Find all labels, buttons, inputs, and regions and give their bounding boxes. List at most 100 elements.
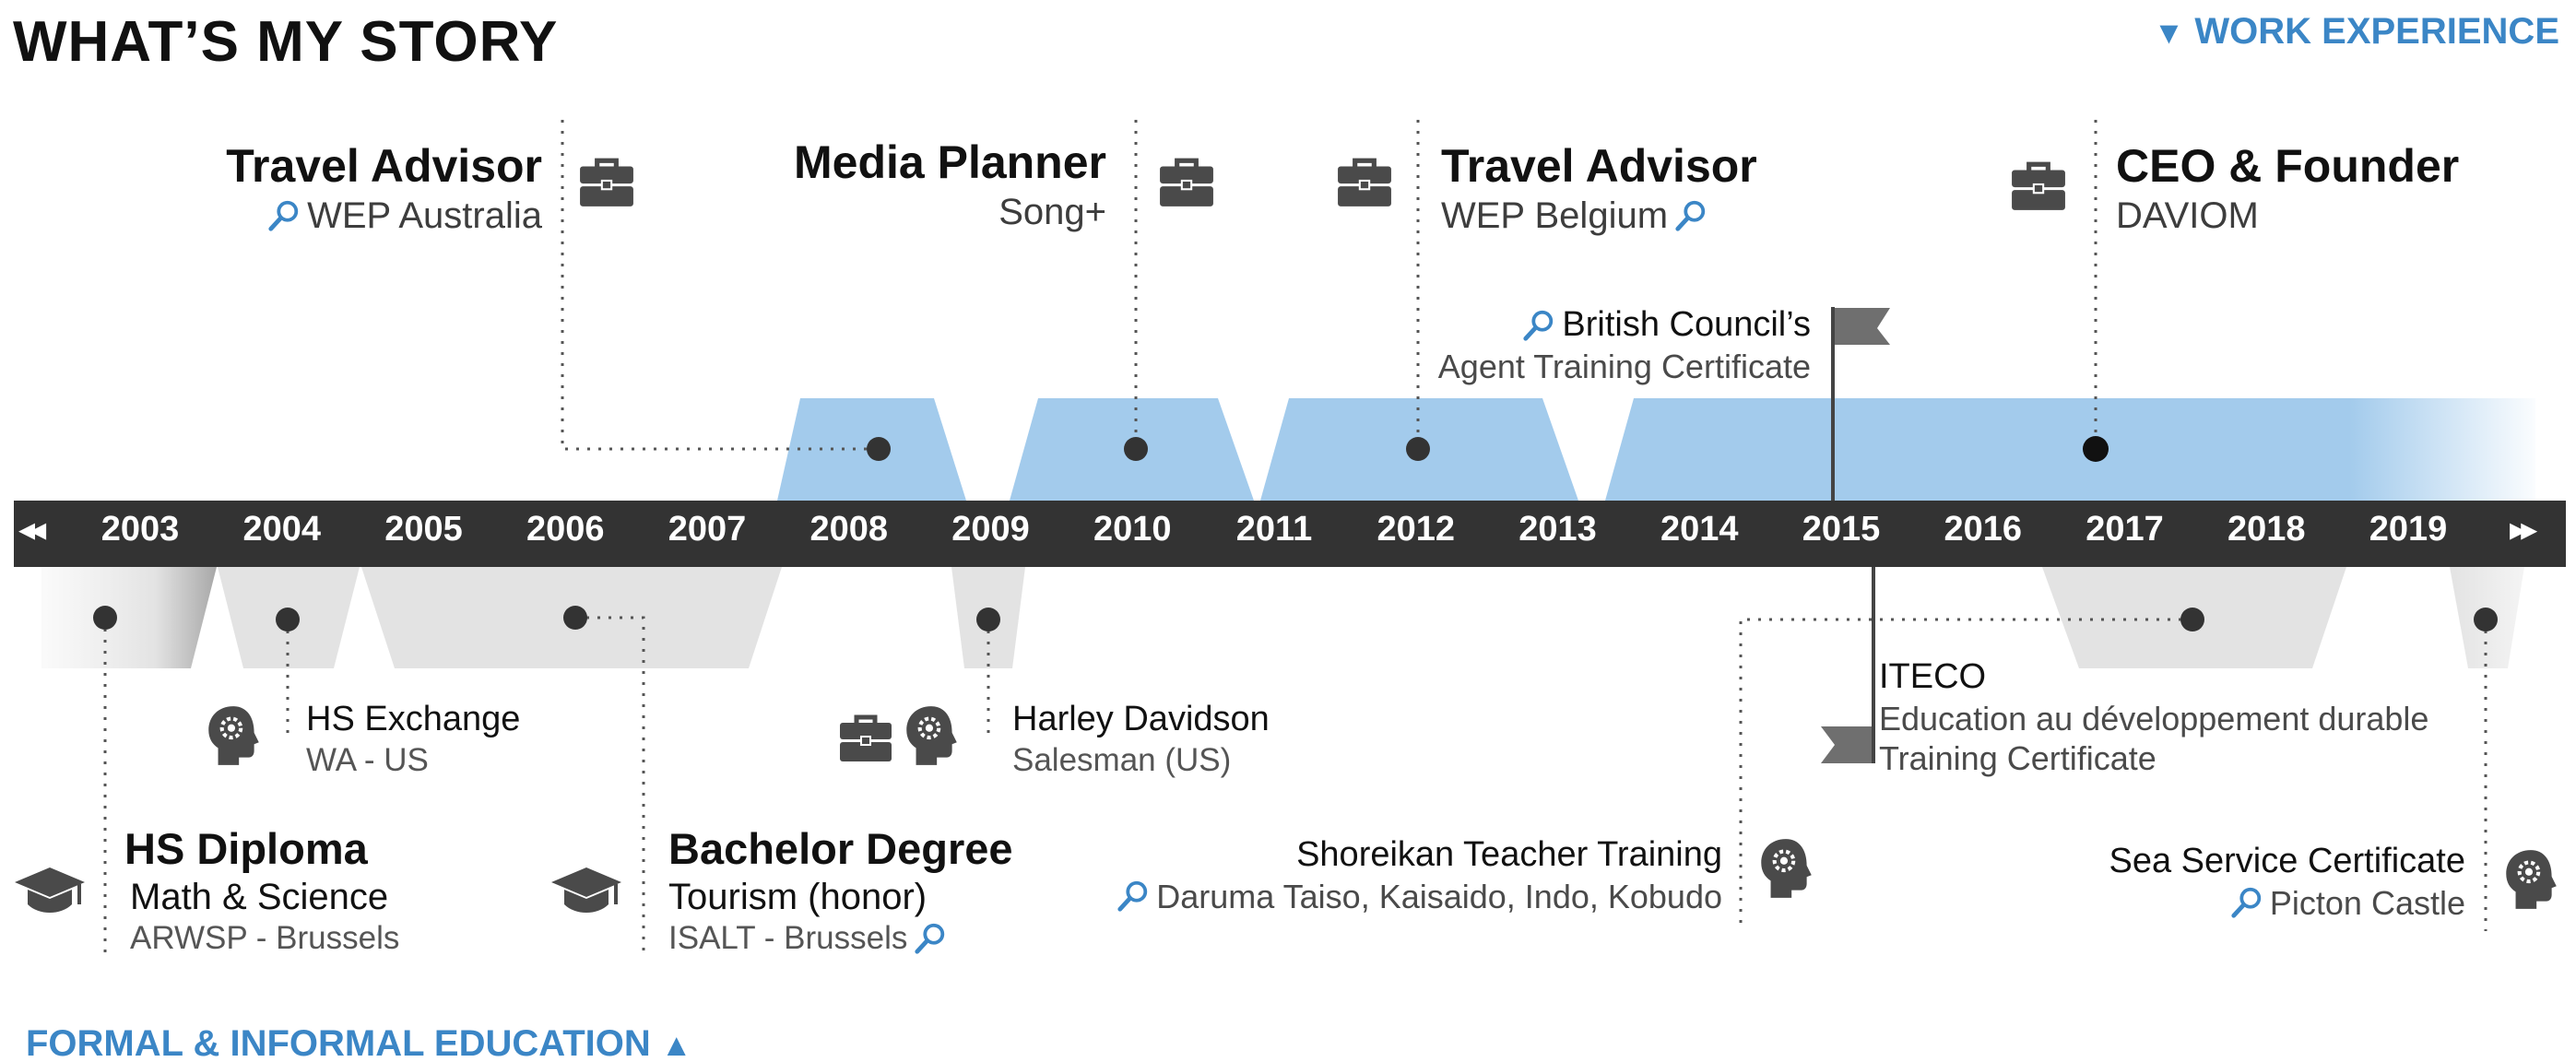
year-label: 2013: [1518, 510, 1597, 549]
education-hs-diploma: HS Diploma Math & Science ARWSP - Brusse…: [124, 823, 399, 958]
education-period-hs-diploma[interactable]: [41, 567, 217, 668]
milestone-dot-daviom[interactable]: [2083, 436, 2109, 462]
year-label: 2016: [1944, 510, 2023, 549]
year-label: 2011: [1235, 510, 1313, 549]
education-title: Sea Service Certificate: [2109, 842, 2466, 880]
education-toggle[interactable]: FORMAL & INFORMAL EDUCATION ▲: [26, 1023, 692, 1062]
search-icon[interactable]: [266, 198, 301, 233]
certificate-detail: Education au développement durable: [1879, 699, 2429, 738]
briefcase-icon: [580, 158, 633, 206]
job-title: Travel Advisor: [226, 140, 542, 192]
job-title: Media Planner: [794, 136, 1106, 188]
certificate-name: Training Certificate: [1879, 738, 2157, 777]
education-place: ISALT - Brussels: [668, 920, 908, 957]
milestone-dot-song-plus[interactable]: [1124, 437, 1148, 461]
certificate-iteco: ITECO Education au développement durable…: [1879, 656, 2428, 778]
certificate-british-council: British Council’s Agent Training Certifi…: [1438, 304, 1811, 386]
milestone-dot-wep-australia[interactable]: [867, 437, 891, 461]
expand-arrow-icon: ▲: [660, 1028, 692, 1062]
education-title: Bachelor Degree: [668, 824, 1013, 873]
briefcase-icon: [1338, 158, 1391, 206]
education-subject: Tourism (honor): [668, 877, 928, 918]
certificate-issuer: ITECO: [1879, 657, 1987, 696]
employer-name: WEP Australia: [307, 195, 542, 236]
briefcase-icon: [2012, 161, 2065, 210]
year-label: 2015: [1802, 510, 1881, 549]
search-icon[interactable]: [1673, 198, 1708, 233]
education-shoreikan: Shoreikan Teacher Training Daruma Taiso,…: [1116, 834, 1722, 916]
timeline-next-button[interactable]: ▸▸: [2510, 510, 2537, 548]
milestone-dot-sea-service[interactable]: [2474, 608, 2498, 631]
education-bachelor: Bachelor Degree Tourism (honor) ISALT - …: [668, 823, 1013, 958]
education-detail: Daruma Taiso, Kaisaido, Indo, Kobudo: [1156, 877, 1722, 915]
education-subject: Math & Science: [130, 877, 389, 918]
work-item-song-plus: Media Planner Song+: [794, 135, 1106, 234]
collapse-arrow-icon: ▼: [2153, 16, 2185, 51]
search-icon[interactable]: [1521, 308, 1556, 343]
work-item-daviom: CEO & Founder DAVIOM: [2116, 138, 2459, 238]
work-experience-label: WORK EXPERIENCE: [2194, 11, 2559, 52]
search-icon[interactable]: [2229, 885, 2264, 920]
employer-name: Song+: [998, 192, 1106, 232]
timeline-prev-button[interactable]: ◂◂: [18, 510, 46, 548]
education-sea-service: Sea Service Certificate Picton Castle: [2109, 841, 2466, 923]
head-gear-icon: [1761, 839, 1812, 898]
iteco-flag-icon: [1821, 726, 1872, 763]
education-place: WA - US: [306, 741, 429, 778]
certificate-name: Agent Training Certificate: [1437, 347, 1811, 385]
education-harley-davidson: Harley Davidson Salesman (US): [1012, 699, 1270, 780]
year-label: 2005: [384, 510, 463, 549]
graduation-cap-icon: [15, 867, 85, 913]
milestone-dot-hs-diploma[interactable]: [93, 606, 117, 630]
education-title: Harley Davidson: [1012, 700, 1270, 738]
job-title: CEO & Founder: [2116, 140, 2460, 192]
year-label: 2018: [2227, 510, 2306, 549]
education-role: Salesman (US): [1012, 741, 1232, 778]
education-hs-exchange: HS Exchange WA - US: [306, 699, 520, 780]
briefcase-icon: [1160, 158, 1213, 206]
milestone-dot-wep-belgium[interactable]: [1406, 437, 1430, 461]
education-title: HS Diploma: [124, 824, 368, 873]
british-council-flag-icon: [1835, 308, 1890, 345]
year-label: 2014: [1660, 510, 1739, 549]
certificate-issuer: British Council’s: [1562, 305, 1811, 344]
education-place: ARWSP - Brussels: [130, 920, 400, 957]
job-title: Travel Advisor: [1441, 140, 1757, 192]
year-label: 2008: [809, 510, 889, 549]
year-label: 2007: [668, 510, 747, 549]
graduation-cap-icon: [551, 867, 621, 913]
head-gear-icon: [906, 706, 957, 765]
head-gear-icon: [2506, 850, 2557, 909]
year-label: 2006: [526, 510, 605, 549]
year-label: 2012: [1377, 510, 1456, 549]
year-label: 2003: [100, 510, 180, 549]
education-label: FORMAL & INFORMAL EDUCATION: [26, 1023, 651, 1062]
timeline-bar: [14, 501, 2566, 567]
milestone-dot-shoreikan[interactable]: [2180, 608, 2204, 631]
education-place: Picton Castle: [2269, 883, 2465, 922]
year-label: 2019: [2369, 510, 2448, 549]
milestone-dot-bachelor[interactable]: [563, 606, 587, 630]
year-label: 2017: [2086, 510, 2164, 549]
page-title: WHAT’S MY STORY: [13, 10, 559, 74]
briefcase-icon: [840, 714, 892, 761]
employer-name: DAVIOM: [2116, 195, 2259, 236]
head-gear-icon: [208, 706, 259, 765]
employer-name: WEP Belgium: [1441, 195, 1669, 236]
education-title: HS Exchange: [306, 700, 521, 738]
work-period-daviom[interactable]: [1605, 398, 2535, 501]
year-label: 2004: [242, 510, 322, 549]
milestone-dot-hs-exchange[interactable]: [276, 608, 300, 631]
search-icon[interactable]: [913, 921, 948, 956]
work-item-wep-australia: Travel Advisor WEP Australia: [226, 138, 542, 238]
education-title: Shoreikan Teacher Training: [1296, 835, 1722, 874]
work-item-wep-belgium: Travel Advisor WEP Belgium: [1441, 138, 1757, 238]
year-label: 2009: [951, 510, 1030, 549]
connector-bachelor: [575, 616, 645, 959]
year-label: 2010: [1093, 510, 1172, 549]
work-experience-toggle[interactable]: ▼ WORK EXPERIENCE: [2154, 11, 2559, 53]
milestone-dot-harley[interactable]: [976, 608, 1000, 631]
search-icon[interactable]: [1116, 879, 1151, 914]
